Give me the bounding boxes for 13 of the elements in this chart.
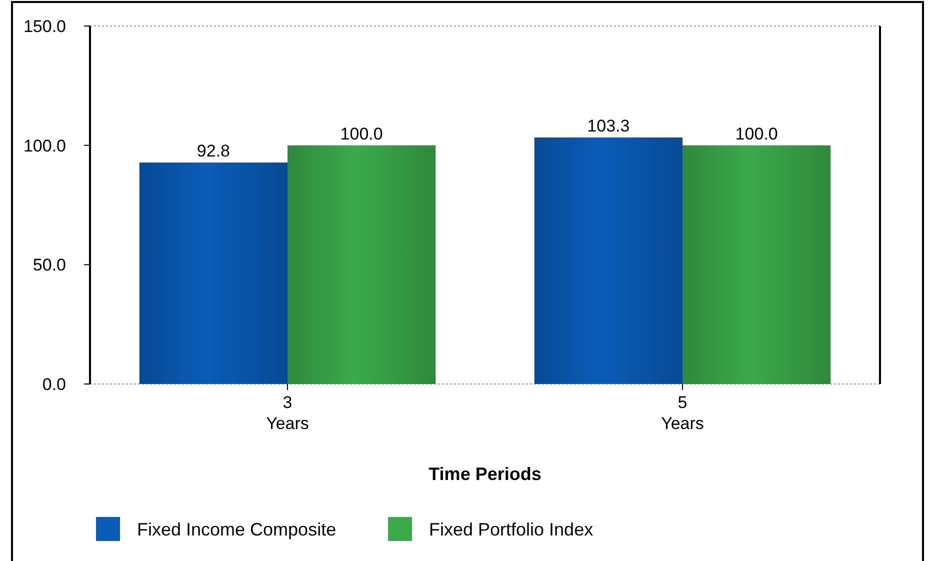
legend-label: Fixed Income Composite (137, 519, 336, 540)
text: 92.8 (196, 142, 230, 161)
legend-label: Fixed Portfolio Index (429, 519, 594, 540)
text: 100.0 (340, 124, 383, 144)
x-axis-title: Time Periods (428, 464, 542, 484)
y-tick-label: 150.0 (23, 16, 66, 36)
x-tick-label: 5 Years (661, 393, 704, 433)
text: 103.3 (587, 116, 630, 136)
x-tick-label: 3 Years (266, 393, 309, 433)
text: 100.0 (735, 124, 778, 144)
y-tick-label: 100.0 (23, 136, 66, 156)
y-tick-label: 50.0 (32, 256, 66, 275)
y-tick-label: 0.0 (42, 374, 66, 394)
